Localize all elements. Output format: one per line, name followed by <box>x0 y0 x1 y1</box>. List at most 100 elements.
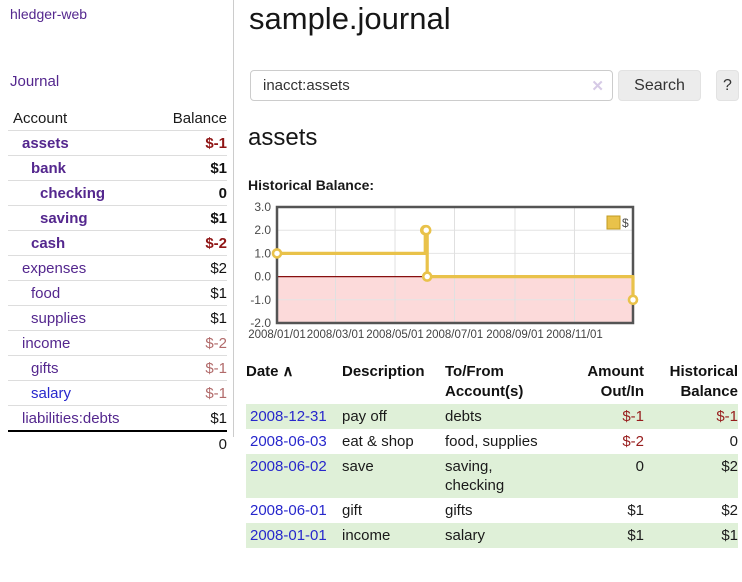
account-balance: $-1 <box>205 134 227 152</box>
account-row-checking: checking 0 <box>8 180 227 205</box>
account-page-title: assets <box>248 124 318 151</box>
nav-journal-link[interactable]: Journal <box>10 73 60 90</box>
accounts-column-label: Account <box>13 109 68 127</box>
transaction-accounts: food, supplies <box>445 433 538 450</box>
account-link-assets[interactable]: assets <box>22 134 69 152</box>
transaction-accounts: gifts <box>445 502 473 519</box>
description-column-header: Description <box>342 363 425 380</box>
register-row: 2008-12-31 pay off debts $-1 $-1 <box>246 404 738 429</box>
transaction-accounts: saving, checking <box>445 458 505 494</box>
transaction-amount: 0 <box>635 458 644 475</box>
transaction-date-link[interactable]: 2008-06-02 <box>250 458 327 475</box>
register-header-row: Date ∧ Description To/From Account(s) Amo… <box>246 362 738 404</box>
account-row-gifts: gifts $-1 <box>8 355 227 380</box>
register-table: Date ∧ Description To/From Account(s) Amo… <box>246 362 738 548</box>
transaction-amount: $1 <box>627 527 644 544</box>
svg-text:1.0: 1.0 <box>254 246 271 260</box>
search-form: ✕ <box>250 70 613 101</box>
brand-link[interactable]: hledger-web <box>10 6 88 22</box>
svg-text:-2.0: -2.0 <box>250 316 271 330</box>
help-button[interactable]: ? <box>716 70 739 101</box>
transaction-amount: $-2 <box>622 433 644 450</box>
transaction-balance: $-1 <box>716 408 738 425</box>
account-link-salary[interactable]: salary <box>31 384 72 402</box>
balance-column-header: Historical Balance <box>669 363 738 400</box>
svg-text:2.0: 2.0 <box>254 223 271 237</box>
accounts-header-row: Account Balance <box>8 106 227 130</box>
sidebar-divider <box>233 0 234 437</box>
account-row-bank: bank $1 <box>8 155 227 180</box>
transaction-date-link[interactable]: 2008-06-03 <box>250 433 327 450</box>
transaction-date-link[interactable]: 2008-01-01 <box>250 527 327 544</box>
transaction-accounts: salary <box>445 527 486 544</box>
transaction-description: pay off <box>342 408 387 425</box>
svg-text:2008/03/01: 2008/03/01 <box>307 329 365 341</box>
account-row-supplies: supplies $1 <box>8 305 227 330</box>
account-link-supplies[interactable]: supplies <box>31 309 87 327</box>
account-link-saving[interactable]: saving <box>40 209 88 227</box>
account-row-cash: cash $-2 <box>8 230 227 255</box>
svg-text:-1.0: -1.0 <box>250 293 271 307</box>
account-link-checking[interactable]: checking <box>40 184 106 202</box>
page-title: sample.journal <box>249 1 451 36</box>
svg-text:2008/09/01: 2008/09/01 <box>486 329 544 341</box>
account-link-cash[interactable]: cash <box>31 234 66 252</box>
transaction-description: save <box>342 458 374 475</box>
transaction-balance: $1 <box>721 527 738 544</box>
register-row: 2008-06-02 save saving, checking 0 $2 <box>246 454 738 498</box>
search-input[interactable] <box>250 70 613 101</box>
account-balance: 0 <box>218 184 227 202</box>
search-button[interactable]: Search <box>618 70 701 101</box>
transaction-date-link[interactable]: 2008-12-31 <box>250 408 327 425</box>
svg-text:2008/01/01: 2008/01/01 <box>248 329 306 341</box>
account-row-food: food $1 <box>8 280 227 305</box>
transaction-balance: 0 <box>729 433 738 450</box>
account-balance: $-2 <box>205 234 227 252</box>
clear-search-icon[interactable]: ✕ <box>591 78 604 95</box>
account-link-gifts[interactable]: gifts <box>31 359 59 377</box>
svg-text:2008/07/01: 2008/07/01 <box>426 329 484 341</box>
account-row-expenses: expenses $2 <box>8 255 227 280</box>
accounts-total-value: 0 <box>218 435 227 453</box>
transaction-description: income <box>342 527 391 544</box>
account-balance: $1 <box>210 409 227 427</box>
transaction-balance: $2 <box>721 458 738 475</box>
transaction-accounts: debts <box>445 408 482 425</box>
svg-text:2008/05/01: 2008/05/01 <box>366 329 424 341</box>
account-link-bank[interactable]: bank <box>31 159 67 177</box>
transaction-amount: $1 <box>627 502 644 519</box>
balance-column-label: Balance <box>172 109 227 127</box>
svg-text:$: $ <box>622 216 629 230</box>
account-row-income: income $-2 <box>8 330 227 355</box>
transaction-balance: $2 <box>721 502 738 519</box>
account-link-food[interactable]: food <box>31 284 61 302</box>
amount-column-header: Amount Out/In <box>587 363 644 400</box>
account-balance: $1 <box>210 159 227 177</box>
account-row-salary: salary $-1 <box>8 380 227 405</box>
date-column-header[interactable]: Date ∧ <box>246 363 294 380</box>
transaction-date-link[interactable]: 2008-06-01 <box>250 502 327 519</box>
account-balance: $1 <box>210 209 227 227</box>
svg-text:2008/11/01: 2008/11/01 <box>546 329 603 341</box>
account-row-liabilities-debts: liabilities:debts $1 <box>8 405 227 430</box>
account-link-income[interactable]: income <box>22 334 71 352</box>
account-balance: $1 <box>210 309 227 327</box>
accounts-column-header: To/From Account(s) <box>445 363 524 400</box>
transaction-description: gift <box>342 502 363 519</box>
account-balance: $1 <box>210 284 227 302</box>
accounts-total-row: 0 <box>8 430 227 456</box>
account-row-saving: saving $1 <box>8 205 227 230</box>
register-row: 2008-01-01 income salary $1 $1 <box>246 523 738 548</box>
transaction-description: eat & shop <box>342 433 414 450</box>
account-balance: $-1 <box>205 384 227 402</box>
account-link-expenses[interactable]: expenses <box>22 259 87 277</box>
svg-text:0.0: 0.0 <box>254 270 271 284</box>
account-row-assets: assets $-1 <box>8 130 227 155</box>
register-row: 2008-06-01 gift gifts $1 $2 <box>246 498 738 523</box>
account-link-liabilities-debts[interactable]: liabilities:debts <box>22 409 120 427</box>
svg-text:3.0: 3.0 <box>254 200 271 214</box>
account-balance: $2 <box>210 259 227 277</box>
transaction-amount: $-1 <box>622 408 644 425</box>
account-balance: $-1 <box>205 359 227 377</box>
account-balance: $-2 <box>205 334 227 352</box>
